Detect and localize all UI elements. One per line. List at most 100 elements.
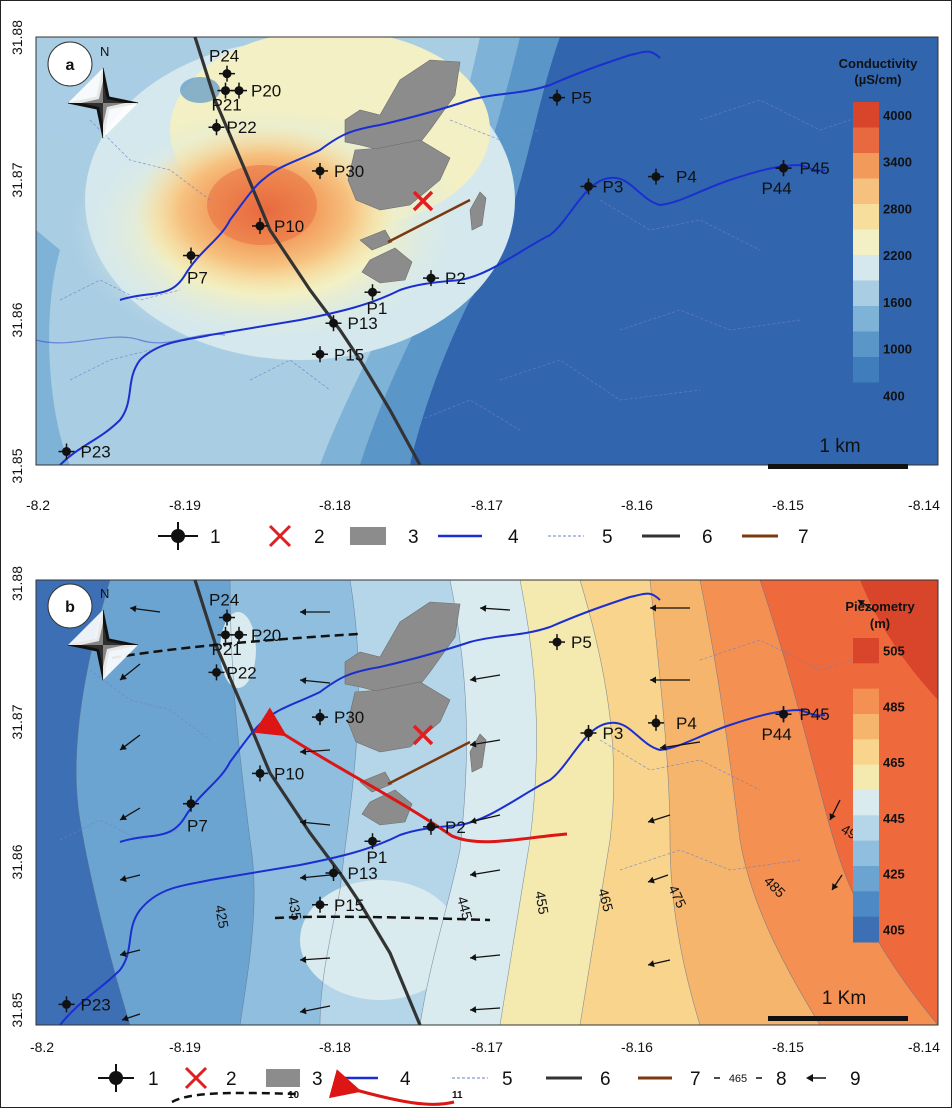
flow-arrow-icon: [469, 739, 501, 748]
flow-arrow-icon: [299, 1005, 331, 1015]
well-b-marker-P13: P13: [325, 864, 378, 883]
legend-a-well-icon: [158, 522, 198, 550]
flow-arrow-icon: [829, 799, 841, 821]
colorbar-b-swatch-8: [853, 840, 879, 867]
contamination-cross-a: [412, 190, 434, 212]
well-b-label-P45: P45: [800, 705, 830, 724]
legend-a-quarry-icon: [350, 527, 386, 545]
colorbar-b-tick: 465: [883, 755, 905, 770]
colorbar-a-tick: 1000: [883, 342, 912, 357]
stream-network: [59, 99, 881, 431]
panel-b-label-circle: [47, 583, 93, 629]
legend-a-label-5: 5: [602, 527, 613, 548]
y-tick-b-1: 31.87: [9, 704, 25, 739]
well-b-marker-P5: P5: [549, 633, 592, 652]
panel-a-label-circle: [47, 41, 93, 87]
contour-label-455: 455: [532, 890, 552, 916]
panel-a: a N Conductivity (µS/cm) 400034002800220…: [9, 20, 940, 550]
contour-label-445: 445: [454, 895, 476, 922]
flow-arrow-icon: [647, 874, 669, 884]
flow-arrows: [119, 599, 877, 1022]
well-b-label-P7: P7: [187, 817, 208, 836]
well-a-label-P22: P22: [227, 118, 257, 137]
legend-a-label-6: 6: [702, 527, 713, 548]
x-tick-b-4: -8.16: [621, 1039, 653, 1055]
legend-a-label-4: 4: [508, 527, 519, 548]
colorbar-a-swatch-6: [853, 255, 879, 281]
well-a-label-P4: P4: [676, 168, 697, 187]
colorbar-a-title: Conductivity: [839, 56, 918, 71]
well-a-label-P20: P20: [251, 82, 281, 101]
well-a-marker-P3: P3: [580, 177, 623, 196]
flow-arrow-icon: [119, 663, 141, 681]
well-b-marker-P20: P20: [231, 626, 281, 645]
colorbar-b-swatch-9: [853, 866, 879, 892]
scalebar-a-label: 1 km: [819, 436, 860, 457]
well-b-marker-P21: P21: [212, 626, 242, 659]
legend-a-label-2: 2: [314, 527, 325, 548]
rivers: [59, 50, 826, 465]
well-a-label-P7: P7: [187, 269, 208, 288]
conductivity-field: [36, 37, 938, 465]
well-b-label-P22: P22: [227, 663, 257, 682]
colorbar-b-swatch-1: [853, 663, 879, 690]
well-a-marker-P45: P45: [775, 159, 830, 178]
panel-b-letter: b: [65, 599, 75, 616]
legend-b-label-5: 5: [502, 1069, 513, 1090]
flow-arrow-icon: [469, 953, 501, 961]
contour-label-425: 425: [212, 904, 232, 930]
well-a-label-P13: P13: [348, 314, 378, 333]
colorbar-b-tick: 425: [883, 867, 905, 882]
well-b-label-P2: P2: [445, 818, 466, 837]
scalebar-b: [768, 1016, 908, 1021]
legend-b-well-icon: [98, 1064, 134, 1092]
legend-b-fault-icon: [171, 1091, 297, 1104]
colorbar-b-swatch-2: [853, 688, 879, 715]
well-a-label-P15: P15: [334, 345, 364, 364]
legend-b-label-2: 2: [226, 1069, 237, 1090]
well-b-label-P13: P13: [348, 864, 378, 883]
well-b-marker-P1: P1: [364, 833, 387, 867]
well-a-marker-P21: P21: [212, 82, 242, 115]
flow-arrow-icon: [469, 674, 501, 683]
colorbar-a-tick: 4000: [883, 108, 912, 123]
well-b-marker-P7: P7: [183, 795, 208, 836]
well-b-label-P20: P20: [251, 626, 281, 645]
wells-a: P24 P20 P21 P22 P30 P10 P7 P1 P2 P13 P15 P23 P5 P3 P4 P…: [58, 47, 830, 462]
colorbar-a-tick: 2200: [883, 248, 912, 263]
x-tick-b-2: -8.18: [319, 1039, 351, 1055]
well-a-label-P1: P1: [367, 299, 388, 318]
piezometry-field: 425 435 445 455 465 475 485 495: [36, 580, 938, 1025]
x-tick-b-6: -8.14: [908, 1039, 940, 1055]
contour-label-435: 435: [285, 896, 305, 922]
x-tick-a-3: -8.17: [471, 497, 503, 513]
flow-arrow-icon: [299, 956, 331, 964]
y-tick-b-0: 31.88: [9, 566, 25, 601]
colorbar-a-swatch-0: [853, 102, 879, 128]
colorbar-a-swatch-8: [853, 306, 879, 332]
well-b-marker-P4: P4: [648, 714, 697, 733]
well-a-marker-P13: P13: [325, 314, 378, 333]
panel-b: 425 435 445 455 465 475 485 495 b N Piez…: [9, 566, 940, 1106]
north-label-b: N: [100, 586, 109, 601]
colorbar-b-title: Piezometry: [845, 599, 915, 614]
x-tick-a-5: -8.15: [772, 497, 804, 513]
legend-b-sub-label-10: 10: [288, 1090, 300, 1101]
flow-arrow-icon: [119, 807, 141, 821]
well-b-label-P21: P21: [212, 640, 242, 659]
x-tick-b-1: -8.19: [169, 1039, 201, 1055]
colorbar-a-unit: (µS/cm): [854, 72, 901, 87]
flow-arrow-icon: [299, 677, 331, 685]
well-a-label-P21: P21: [212, 96, 242, 115]
well-a-marker-P1: P1: [364, 284, 388, 318]
colorbar-a-swatch-9: [853, 331, 879, 358]
well-b-label-P23: P23: [81, 995, 111, 1014]
legend-b-sub-label-11: 11: [452, 1090, 463, 1101]
north-label: N: [100, 44, 109, 59]
well-b-label-P10: P10: [274, 764, 304, 783]
y-tick-b-2: 31.86: [9, 844, 25, 879]
fault-north: [111, 632, 359, 660]
well-b-label-P4: P4: [676, 714, 697, 733]
legend-b-cross-icon: [184, 1066, 208, 1090]
scalebar-b-label: 1 Km: [822, 988, 866, 1009]
